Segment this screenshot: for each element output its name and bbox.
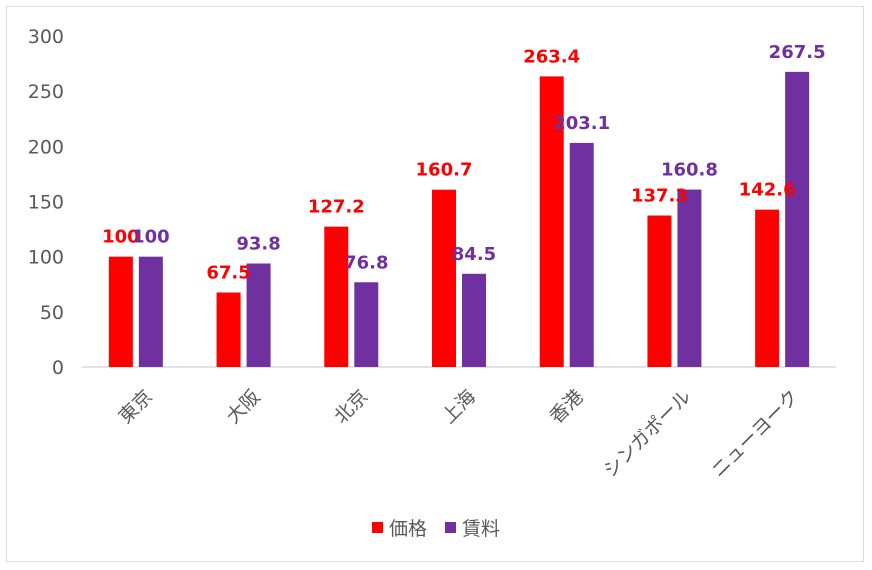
bar-price bbox=[432, 189, 456, 367]
category-label: 北京 bbox=[330, 386, 372, 428]
y-tick-label: 250 bbox=[28, 81, 64, 103]
data-label-price: 142.6 bbox=[739, 180, 796, 201]
data-label-rent: 76.8 bbox=[344, 252, 388, 273]
bar-rent bbox=[569, 142, 594, 367]
data-label-rent: 160.8 bbox=[661, 160, 718, 181]
data-label-price: 137.3 bbox=[631, 186, 688, 207]
bar-rent bbox=[354, 282, 379, 367]
bar-rent bbox=[785, 71, 810, 367]
legend-item-rent: 賃料 bbox=[445, 514, 500, 541]
data-label-rent: 93.8 bbox=[236, 234, 280, 255]
y-tick-label: 200 bbox=[28, 136, 64, 158]
bar-price bbox=[647, 215, 672, 367]
category-label: ニューヨーク bbox=[707, 386, 803, 482]
bar-price bbox=[108, 256, 133, 367]
legend-swatch-rent bbox=[445, 522, 456, 533]
bar-price bbox=[324, 226, 349, 367]
legend-item-price: 価格 bbox=[371, 514, 427, 541]
data-label-price: 263.4 bbox=[523, 46, 580, 67]
data-label-rent: 267.5 bbox=[769, 42, 826, 63]
y-tick-label: 0 bbox=[52, 357, 64, 379]
category-label: シンガポール bbox=[599, 386, 695, 482]
data-label-rent: 203.1 bbox=[553, 113, 610, 134]
bar-rent bbox=[138, 256, 163, 367]
bar-rent bbox=[246, 263, 271, 367]
legend: 価格 賃料 bbox=[0, 514, 872, 541]
data-label-price: 67.5 bbox=[206, 263, 250, 284]
bar-rent bbox=[462, 273, 486, 367]
category-label: 東京 bbox=[115, 386, 157, 428]
bar-rent bbox=[677, 189, 702, 367]
data-label-rent: 84.5 bbox=[452, 244, 496, 265]
category-label: 香港 bbox=[545, 386, 587, 428]
legend-label-rent: 賃料 bbox=[462, 518, 501, 540]
y-tick-label: 300 bbox=[28, 26, 64, 48]
category-label: 上海 bbox=[438, 386, 480, 428]
category-label: 大阪 bbox=[222, 386, 264, 428]
data-label-price: 100 bbox=[102, 227, 140, 248]
y-tick-label: 150 bbox=[28, 192, 64, 214]
data-label-price: 160.7 bbox=[416, 160, 473, 181]
legend-swatch-price bbox=[371, 522, 383, 533]
data-label-price: 127.2 bbox=[308, 197, 365, 218]
data-label-rent: 100 bbox=[132, 227, 170, 248]
legend-label-price: 価格 bbox=[388, 518, 427, 540]
bar-price bbox=[216, 292, 241, 367]
bar-price bbox=[539, 76, 564, 367]
bar-price bbox=[755, 209, 780, 367]
y-tick-label: 100 bbox=[28, 247, 64, 269]
y-tick-label: 50 bbox=[40, 302, 64, 324]
